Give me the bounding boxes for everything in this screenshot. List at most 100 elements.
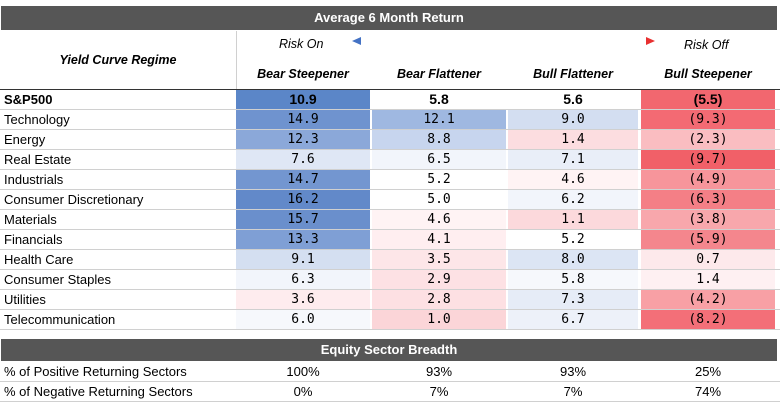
value-cell: 5.6 [508, 90, 638, 109]
value-cell: 16.2 [236, 190, 370, 209]
table-row: Materials 15.7 4.6 1.1 (3.8) [0, 210, 780, 230]
value-cell: 100% [286, 364, 320, 379]
table-row: Technology 14.9 12.1 9.0 (9.3) [0, 110, 780, 130]
value-cell: (4.2) [641, 290, 775, 309]
value-cell: 5.8 [508, 270, 638, 289]
row-divider [0, 169, 780, 170]
value-cell: 7.1 [508, 150, 638, 169]
row-divider [0, 109, 780, 110]
table-row: Industrials 14.7 5.2 4.6 (4.9) [0, 170, 780, 190]
value-cell: 8.8 [372, 130, 506, 149]
column-header-bull-flattener: Bull Flattener [533, 67, 613, 81]
value-cell: 4.6 [372, 210, 506, 229]
value-cell: 74% [694, 384, 722, 399]
value-cell: 5.0 [372, 190, 506, 209]
value-cell: (9.3) [641, 110, 775, 129]
row-label: Health Care [4, 252, 74, 267]
value-cell: (4.9) [641, 170, 775, 189]
value-cell: 14.9 [236, 110, 370, 129]
row-divider [0, 381, 780, 382]
value-cell: 0.7 [641, 250, 775, 269]
value-cell: (3.8) [641, 210, 775, 229]
value-cell: (5.5) [641, 90, 775, 109]
row-label: S&P500 [4, 92, 53, 107]
row-label: Materials [4, 212, 57, 227]
row-divider [0, 209, 780, 210]
value-cell: 7.6 [236, 150, 370, 169]
value-cell: 6.7 [508, 310, 638, 329]
row-divider [0, 289, 780, 290]
value-cell: (2.3) [641, 130, 775, 149]
table-row: % of Positive Returning Sectors 100% 93% 93… [0, 362, 780, 382]
value-cell: (9.7) [641, 150, 775, 169]
value-cell: 6.0 [236, 310, 370, 329]
value-cell: (8.2) [641, 310, 775, 329]
table-row: Real Estate 7.6 6.5 7.1 (9.7) [0, 150, 780, 170]
value-cell: 93% [559, 364, 587, 379]
row-label: Energy [4, 132, 46, 147]
table-row: Utilities 3.6 2.8 7.3 (4.2) [0, 290, 780, 310]
value-cell: 6.5 [372, 150, 506, 169]
row-divider [0, 309, 780, 310]
row-label: Financials [4, 232, 63, 247]
row-divider [0, 229, 780, 230]
value-cell: 8.0 [508, 250, 638, 269]
table-row: Financials 13.3 4.1 5.2 (5.9) [0, 230, 780, 250]
value-cell: 7% [429, 384, 449, 399]
column-header-bear-steepener: Bear Steepener [257, 67, 349, 81]
risk-arrow-icon [352, 37, 655, 45]
value-cell: 3.5 [372, 250, 506, 269]
table-row: Health Care 9.1 3.5 8.0 0.7 [0, 250, 780, 270]
table-row: Telecommunication 6.0 1.0 6.7 (8.2) [0, 310, 780, 330]
value-cell: 5.2 [508, 230, 638, 249]
value-cell: 12.3 [236, 130, 370, 149]
divider [0, 89, 780, 90]
table-row: Consumer Staples 6.3 2.9 5.8 1.4 [0, 270, 780, 290]
table-row: Energy 12.3 8.8 1.4 (2.3) [0, 130, 780, 150]
table-row: % of Negative Returning Sectors 0% 7% 7% 74% [0, 382, 780, 402]
value-cell: 9.1 [236, 250, 370, 269]
value-cell: 6.3 [236, 270, 370, 289]
row-label: Telecommunication [4, 312, 116, 327]
row-label: Consumer Staples [4, 272, 111, 287]
value-cell: 1.0 [372, 310, 506, 329]
value-cell: 0% [293, 384, 313, 399]
row-label: % of Negative Returning Sectors [4, 384, 193, 399]
table-row: S&P500 10.9 5.8 5.6 (5.5) [0, 90, 780, 110]
row-divider [0, 329, 780, 330]
row-label: Real Estate [4, 152, 72, 167]
row-divider [0, 189, 780, 190]
row-label: Utilities [4, 292, 46, 307]
value-cell: 2.9 [372, 270, 506, 289]
value-cell: (6.3) [641, 190, 775, 209]
value-cell: 4.6 [508, 170, 638, 189]
column-header-bear-flattener: Bear Flattener [396, 67, 482, 81]
value-cell: 1.1 [508, 210, 638, 229]
value-cell: 15.7 [236, 210, 370, 229]
value-cell: 5.8 [372, 90, 506, 109]
regime-label: Yield Curve Regime [59, 53, 177, 67]
row-label: Technology [4, 112, 70, 127]
value-cell: 9.0 [508, 110, 638, 129]
value-cell: 12.1 [372, 110, 506, 129]
divider [236, 31, 237, 89]
row-divider [0, 129, 780, 130]
column-header-bull-steepener: Bull Steepener [664, 67, 752, 81]
value-cell: 7% [563, 384, 583, 399]
value-cell: 1.4 [508, 130, 638, 149]
value-cell: 93% [425, 364, 453, 379]
row-divider [0, 269, 780, 270]
risk-off-label: Risk Off [684, 38, 729, 52]
row-label: Industrials [4, 172, 64, 187]
value-cell: 10.9 [236, 90, 370, 109]
row-label: Consumer Discretionary [4, 192, 144, 207]
table-title: Average 6 Month Return [1, 6, 777, 30]
value-cell: 1.4 [641, 270, 775, 289]
value-cell: 2.8 [372, 290, 506, 309]
value-cell: 4.1 [372, 230, 506, 249]
value-cell: 25% [694, 364, 722, 379]
value-cell: 7.3 [508, 290, 638, 309]
value-cell: 5.2 [372, 170, 506, 189]
value-cell: 13.3 [236, 230, 370, 249]
